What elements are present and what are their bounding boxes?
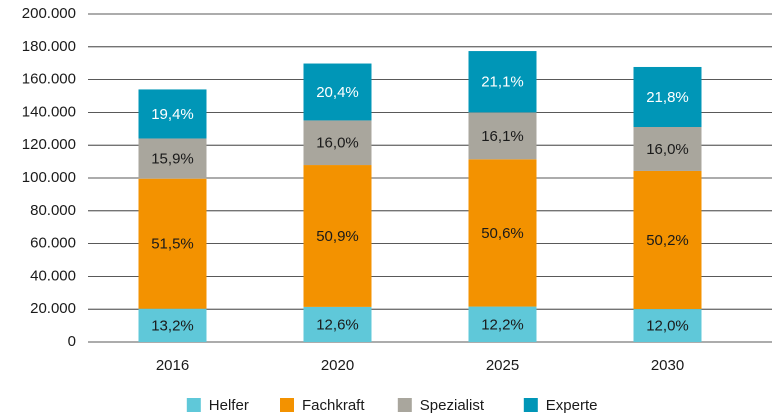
share-label: 12,6% [316, 316, 359, 333]
bar-segment [633, 170, 702, 310]
x-tick-label: 2030 [651, 357, 684, 374]
share-label: 12,2% [481, 316, 524, 333]
share-label: 20,4% [316, 84, 359, 101]
x-tick-label: 2016 [156, 357, 189, 374]
bar-segment [303, 165, 372, 307]
legend-swatch [397, 398, 412, 412]
bar-segment [138, 89, 207, 139]
y-tick-label: 40.000 [30, 267, 76, 284]
y-tick-label: 180.000 [22, 38, 76, 55]
y-tick-label: 20.000 [30, 300, 76, 317]
legend-label: Helfer [209, 397, 249, 414]
bar-segment [633, 66, 702, 127]
share-label: 21,1% [481, 74, 524, 91]
legend-label: Spezialist [420, 397, 485, 414]
y-tick-label: 140.000 [22, 103, 76, 120]
share-label: 12,0% [646, 317, 689, 334]
bar-segment [138, 178, 207, 309]
legend-swatch [280, 398, 294, 412]
y-tick-label: 100.000 [22, 169, 76, 186]
bar-segment [303, 120, 372, 166]
legend-label: Experte [546, 397, 598, 414]
y-tick-label: 200.000 [22, 5, 76, 22]
y-tick-label: 120.000 [22, 136, 76, 153]
bar-segment [138, 308, 207, 342]
share-label: 21,8% [646, 89, 689, 106]
bar-segment [303, 63, 372, 121]
y-tick-label: 0 [68, 333, 76, 350]
y-tick-label: 80.000 [30, 202, 76, 219]
share-label: 19,4% [151, 106, 194, 123]
y-tick-label: 160.000 [22, 71, 76, 88]
x-tick-label: 2025 [486, 357, 519, 374]
share-label: 50,6% [481, 225, 524, 242]
share-label: 15,9% [151, 151, 194, 168]
share-label: 16,0% [646, 141, 689, 158]
share-label: 51,5% [151, 236, 194, 253]
share-label: 16,0% [316, 135, 359, 152]
y-tick-label: 60.000 [30, 235, 76, 252]
share-label: 16,1% [481, 128, 524, 145]
bar-segment [468, 51, 537, 113]
bar-segment [633, 126, 702, 171]
legend-swatch [523, 398, 538, 412]
share-label: 13,2% [151, 317, 194, 334]
x-tick-label: 2020 [321, 357, 354, 374]
bar-segment [468, 112, 537, 160]
share-label: 50,2% [646, 232, 689, 249]
legend-swatch [186, 398, 201, 412]
bar-segment [468, 306, 537, 342]
bar-segment [468, 159, 537, 307]
bar-segment [138, 138, 207, 179]
bar-segment [303, 306, 372, 342]
share-label: 50,9% [316, 228, 359, 245]
legend-label: Fachkraft [302, 397, 365, 414]
bar-segment [633, 309, 702, 342]
